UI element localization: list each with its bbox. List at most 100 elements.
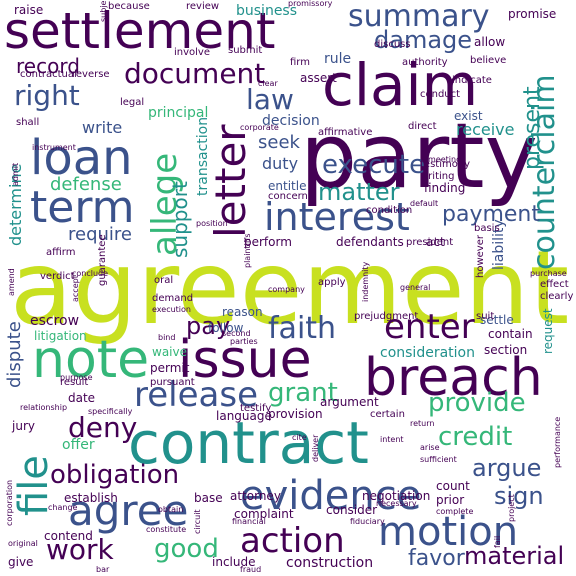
- word-instrument: instrument: [32, 143, 76, 152]
- word-action: action: [240, 521, 345, 561]
- word-execute: execute: [322, 150, 426, 180]
- word-settle: settle: [480, 313, 514, 327]
- word-term: term: [30, 182, 135, 233]
- word-constitute: constitute: [146, 525, 187, 534]
- word-because: because: [108, 1, 150, 12]
- word-prejudgment: prejudgment: [354, 311, 419, 322]
- word-parties: parties: [230, 337, 258, 346]
- word-evidence: evidence: [240, 473, 422, 519]
- word-claim: claim: [322, 51, 479, 119]
- word-writing: writing: [420, 171, 455, 182]
- word-motion: motion: [378, 509, 519, 555]
- word-second: second: [222, 329, 251, 338]
- word-corporation: corporation: [5, 479, 14, 526]
- word-admit: admit: [11, 162, 20, 186]
- word-effect: effect: [540, 279, 569, 290]
- word-principal: principal: [148, 105, 209, 121]
- word-litigation: litigation: [34, 329, 87, 343]
- word-intent: intent: [380, 435, 404, 444]
- word-finding: finding: [424, 181, 466, 195]
- word-position: position: [196, 219, 228, 228]
- word-change: change: [48, 503, 78, 512]
- word-amend: amend: [7, 268, 16, 296]
- word-transaction: transaction: [195, 116, 211, 196]
- word-law: law: [246, 83, 294, 116]
- word-contain: contain: [488, 327, 533, 341]
- word-necessary: necessary: [376, 499, 417, 508]
- word-waive: waive: [152, 345, 187, 359]
- word-conduct: conduct: [420, 89, 461, 100]
- word-prior: prior: [436, 493, 465, 507]
- word-work: work: [46, 533, 114, 566]
- word-purchase: purchase: [530, 269, 567, 278]
- word-default: default: [410, 199, 439, 208]
- word-submit: submit: [228, 45, 263, 56]
- word-accept: accept: [71, 275, 80, 302]
- word-authority: authority: [402, 57, 448, 68]
- word-give: give: [8, 555, 34, 569]
- word-deliver: deliver: [311, 434, 320, 462]
- word-reason: reason: [222, 305, 263, 319]
- word-execution: execution: [152, 305, 191, 314]
- word-count: count: [436, 479, 470, 493]
- word-section: section: [484, 343, 528, 357]
- word-performance: performance: [553, 416, 562, 468]
- word-date: date: [68, 391, 96, 405]
- word-result: result: [60, 377, 89, 388]
- word-note: note: [32, 330, 150, 390]
- word-certain: certain: [370, 409, 405, 420]
- word-obligation: obligation: [50, 460, 180, 490]
- word-damage: damage: [374, 26, 473, 54]
- word-summary: summary: [348, 0, 490, 34]
- word-general: general: [400, 283, 431, 292]
- word-issue: issue: [178, 330, 312, 390]
- word-payment: payment: [442, 202, 541, 227]
- word-support: support: [168, 181, 192, 258]
- word-shall: shall: [16, 117, 40, 128]
- word-exist: exist: [454, 109, 483, 123]
- word-receive: receive: [456, 120, 515, 139]
- word-complaint: complaint: [234, 507, 294, 521]
- word-subject: subject: [99, 0, 108, 22]
- word-offer: offer: [62, 437, 95, 453]
- word-settlement: settlement: [4, 2, 276, 60]
- word-testify: testify: [240, 403, 272, 414]
- word-document: document: [124, 57, 266, 90]
- word-pay: pay: [186, 312, 231, 340]
- word-project: project: [507, 494, 516, 522]
- word-argument: argument: [320, 395, 379, 409]
- word-assert: assert: [300, 71, 337, 85]
- word-conclude: conclude: [72, 269, 109, 278]
- word-corporate: corporate: [240, 123, 279, 132]
- word-fiduciary: fiduciary: [350, 517, 385, 526]
- word-require: require: [68, 224, 132, 245]
- word-defendants: defendants: [336, 235, 404, 249]
- word-good: good: [154, 534, 219, 564]
- word-establish: establish: [64, 491, 118, 505]
- word-promise: promise: [508, 7, 557, 21]
- word-arise: arise: [420, 443, 440, 452]
- word-indicate: indicate: [452, 75, 492, 86]
- word-affirm: affirm: [46, 247, 76, 258]
- word-duty: duty: [262, 154, 299, 173]
- word-sign: sign: [494, 482, 544, 510]
- word-consider: consider: [326, 503, 378, 517]
- word-suit: suit: [476, 311, 495, 322]
- word-complete: complete: [436, 507, 474, 516]
- word-enter: enter: [384, 307, 475, 347]
- word-release: release: [134, 375, 258, 415]
- word-clearly: clearly: [540, 291, 574, 302]
- word-bar: bar: [96, 565, 110, 574]
- word-argue: argue: [472, 454, 542, 482]
- word-promissory: promissory: [288, 0, 333, 8]
- word-concern: concern: [268, 191, 308, 202]
- word-escrow: escrow: [30, 313, 80, 329]
- word-contractual: contractual: [20, 69, 77, 80]
- word-review: review: [186, 1, 220, 12]
- word-return: return: [410, 419, 435, 428]
- word-plaintiffs: plaintiffs: [243, 233, 252, 268]
- word-company: company: [268, 285, 305, 294]
- word-deny: deny: [68, 411, 138, 444]
- word-record: record: [16, 54, 80, 78]
- word-basis: basis: [474, 223, 500, 234]
